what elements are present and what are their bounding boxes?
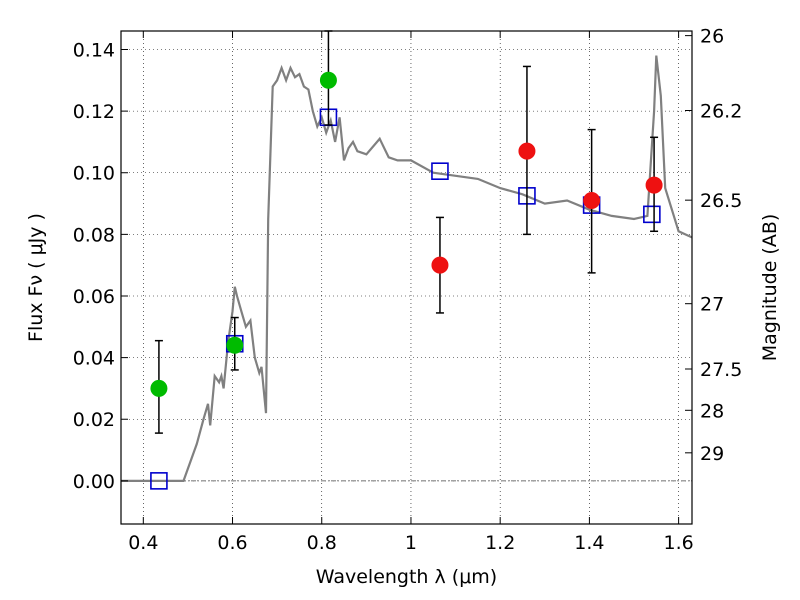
- plot-frame: [120, 30, 693, 525]
- x-tick-label: 0.6: [217, 532, 247, 554]
- y-tick-label: 0.06: [73, 286, 115, 308]
- y-tick-label: 0.02: [73, 409, 115, 431]
- ticks: 0.4 0.6 0.8 1 1.2 1.4 1.6 0.00 0.02 0.04 0.06 0.08 0…: [73, 26, 743, 554]
- grid: [121, 31, 692, 524]
- y-tick-label: 0.10: [73, 163, 115, 185]
- model-spectrum-line: [121, 55, 692, 482]
- y2-tick-label: 29: [700, 443, 724, 465]
- x-tick-label: 1: [405, 532, 417, 554]
- y-tick-label: 0.12: [73, 101, 115, 123]
- y2-tick-label: 26: [700, 26, 724, 48]
- y-tick-label: 0.08: [73, 224, 115, 246]
- observed-point: [150, 379, 168, 397]
- observed-point: [518, 142, 536, 160]
- y-tick-label: 0.00: [73, 471, 115, 493]
- x-tick-label: 0.8: [307, 532, 337, 554]
- x-tick-label: 1.2: [485, 532, 515, 554]
- plot-area: [121, 30, 692, 490]
- y-axis-label: Flux Fν ( μJy ): [25, 213, 47, 342]
- observed-point: [319, 71, 337, 89]
- observed-point: [226, 336, 244, 354]
- x-tick-label: 1.6: [664, 532, 694, 554]
- model-point-square: [431, 162, 449, 180]
- observed-point: [583, 191, 601, 209]
- y2-tick-label: 26.2: [700, 100, 742, 122]
- y2-tick-label: 28: [700, 400, 724, 422]
- x-axis-label: Wavelength λ (μm): [316, 566, 497, 588]
- y-tick-label: 0.14: [73, 39, 115, 61]
- y-tick-label: 0.04: [73, 348, 115, 370]
- observed-point: [431, 256, 449, 274]
- model-point-square: [643, 205, 661, 224]
- y2-tick-label: 27.5: [700, 359, 742, 381]
- y2-axis-label: Magnitude (AB): [759, 214, 781, 362]
- observed-point: [645, 176, 663, 194]
- y2-tick-label: 26.5: [700, 190, 742, 212]
- y2-tick-label: 27: [700, 294, 724, 316]
- x-tick-label: 0.4: [128, 532, 158, 554]
- model-point-square: [150, 472, 168, 490]
- x-tick-label: 1.4: [574, 532, 604, 554]
